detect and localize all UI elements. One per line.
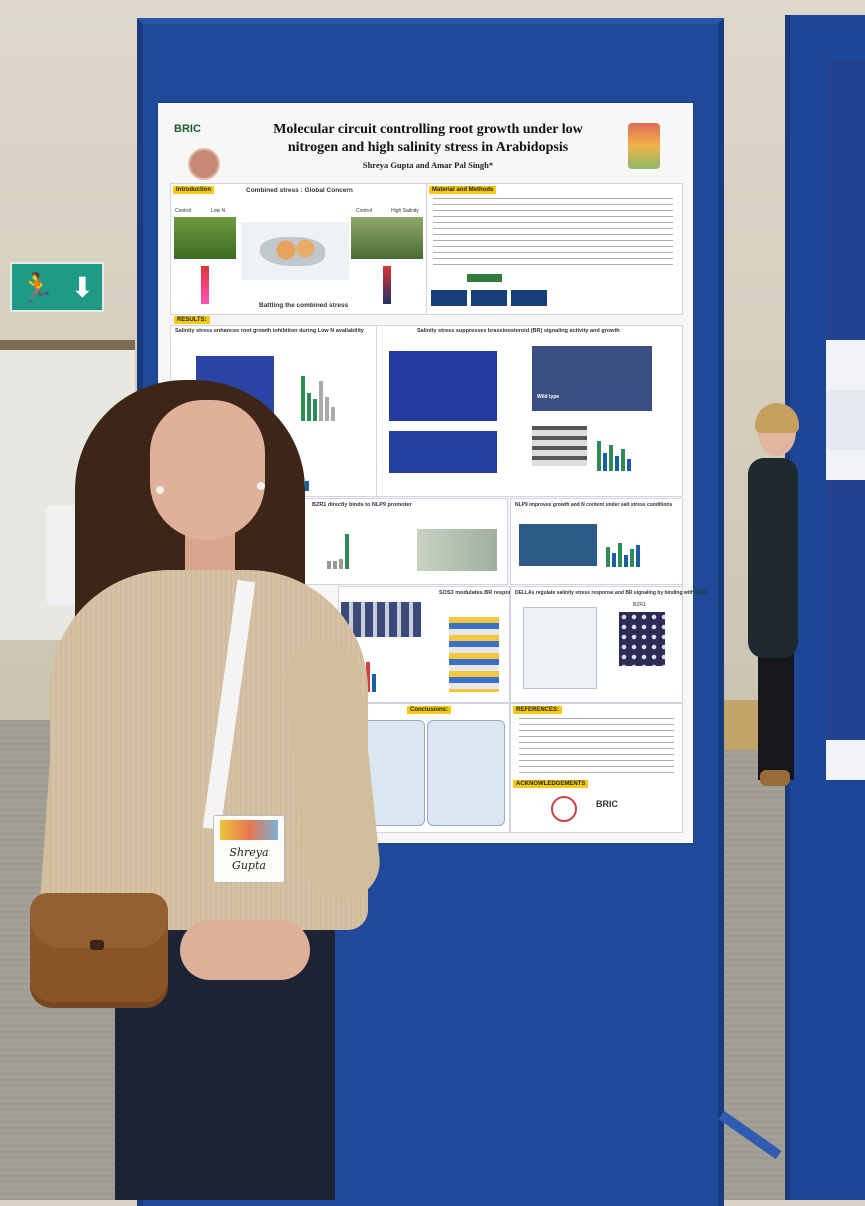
bg-person-legs xyxy=(758,640,794,780)
intro-panel: Introduction Combined stress : Global Co… xyxy=(170,183,427,315)
result6-panel: DELLAs regulate salinity stress response… xyxy=(510,586,708,703)
y2h-grid xyxy=(619,612,665,666)
world-map xyxy=(241,222,349,280)
result3-panel: BZR1 directly binds to NLP9 promoter xyxy=(276,498,508,585)
exit-sign: 🏃 ⬇ xyxy=(10,262,104,312)
badge-name: Shreya Gupta xyxy=(229,846,269,872)
conclusion-panel: Conclusions: xyxy=(358,703,510,833)
della-model xyxy=(523,607,597,689)
crop-photo-salinity xyxy=(351,217,423,259)
section-acknowledgements: ACKNOWLEDGEMENTS xyxy=(513,780,589,788)
bg-person-shoe xyxy=(760,770,790,786)
conference-logo xyxy=(628,123,660,169)
earring-left xyxy=(156,486,164,494)
bzr1-cfp-images xyxy=(389,351,497,421)
earring-right xyxy=(257,482,265,490)
handbag-flap xyxy=(30,893,168,948)
arrow-down-icon: ⬇ xyxy=(70,271,95,303)
bg-person-hair xyxy=(755,403,799,433)
section-materials: Material and Methods xyxy=(429,186,497,194)
adjacent-poster xyxy=(826,60,865,780)
section-references: REFERENCES: xyxy=(513,706,563,714)
research-poster: BRIC Molecular circuit controlling root … xyxy=(158,103,708,843)
bg-person-body xyxy=(748,458,798,658)
section-introduction: Introduction xyxy=(173,186,214,194)
battling-title: Battling the combined stress xyxy=(259,302,349,309)
name-badge: Shreya Gupta xyxy=(213,815,285,883)
root-phenotype xyxy=(532,346,652,411)
result4-panel: NLP9 improves growth and N content under… xyxy=(510,498,683,585)
person-hands xyxy=(180,920,310,980)
bar-chart-root-length xyxy=(301,366,335,421)
poster-title: Molecular circuit controlling root growt… xyxy=(273,122,583,155)
handbag-clasp xyxy=(90,940,104,950)
poster-authors: Shreya Gupta and Amar Pal Singh* xyxy=(362,160,494,170)
methods-panel: Material and Methods xyxy=(426,183,683,315)
bric-logo: BRIC xyxy=(174,123,201,135)
references-panel: REFERENCES: ACKNOWLEDGEMENTS BRIC xyxy=(510,703,683,833)
result2-panel: Salinity stress suppresses brassinostero… xyxy=(376,325,683,497)
section-results: RESULTS: xyxy=(174,316,210,324)
person-face xyxy=(150,400,265,540)
section-conclusions: Conclusions: xyxy=(407,706,452,714)
intro-title: Combined stress : Global Concern xyxy=(246,187,353,194)
author-photo xyxy=(188,148,220,180)
running-man-exit-icon: 🏃 xyxy=(19,271,55,303)
crop-photo-low-n xyxy=(174,217,236,259)
poster-header: BRIC Molecular circuit controlling root … xyxy=(158,103,693,183)
